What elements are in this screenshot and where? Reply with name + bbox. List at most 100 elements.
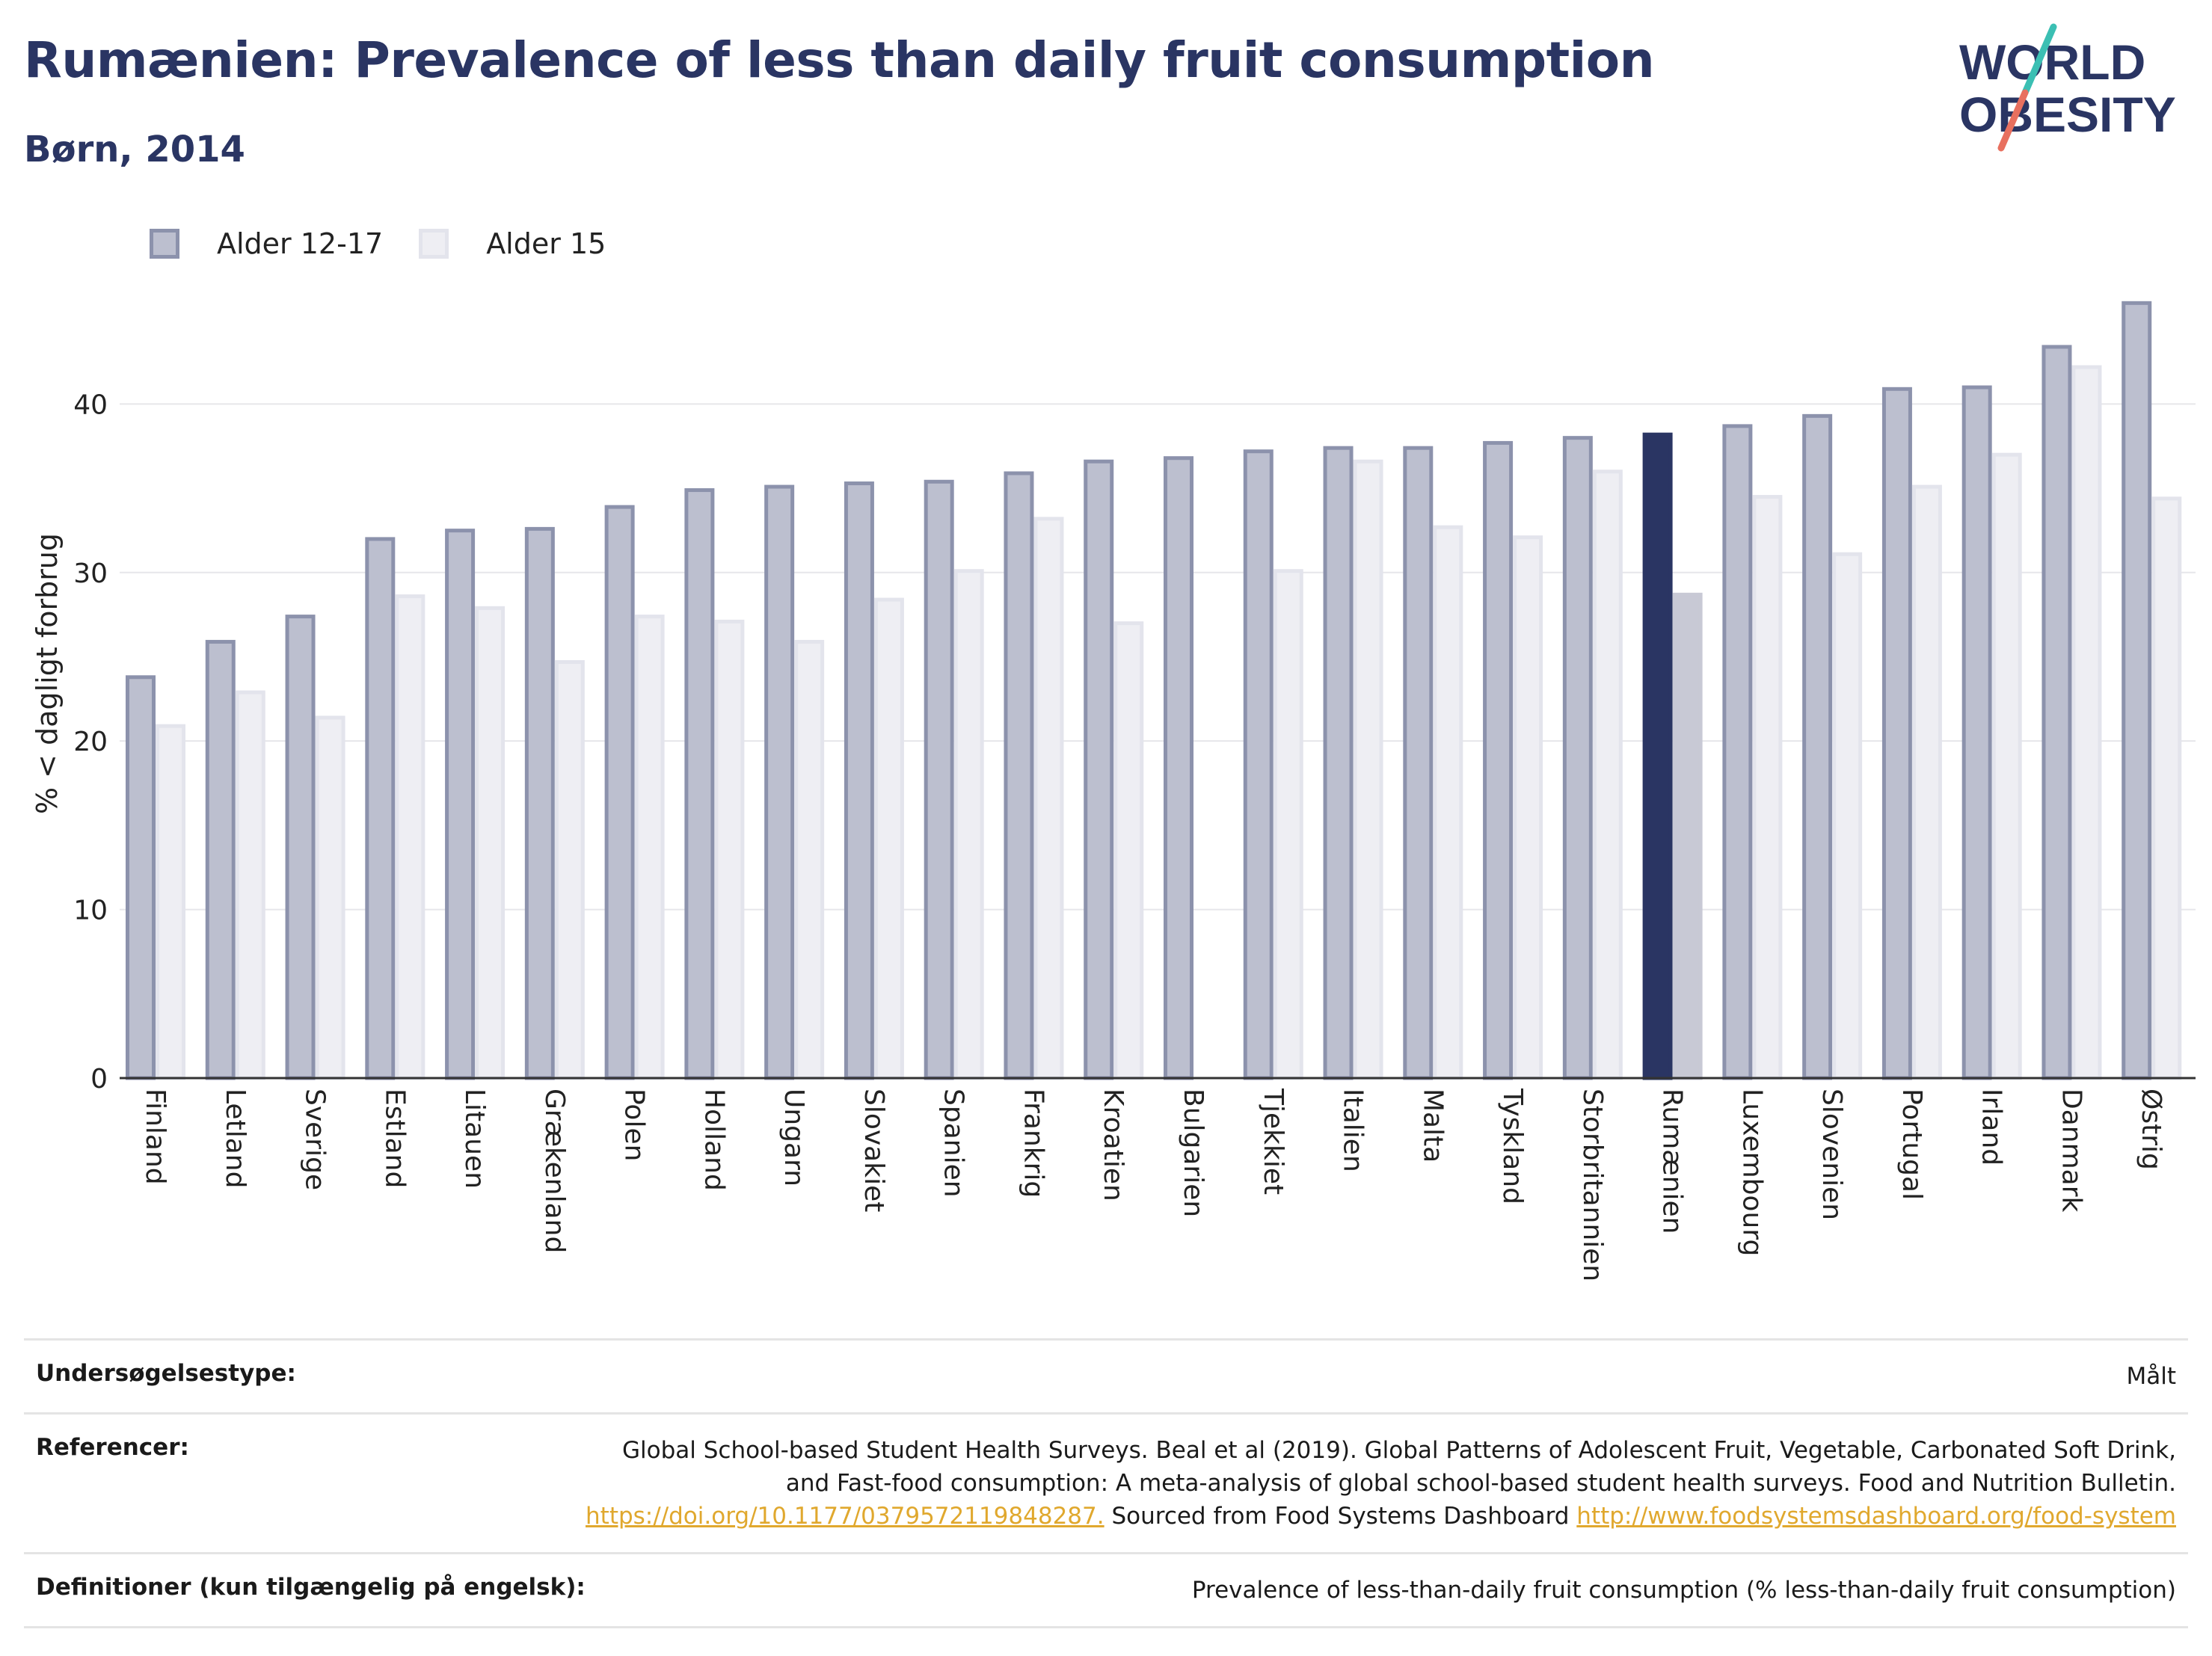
doi-link[interactable]: https://doi.org/10.1177/0379572119848287… — [586, 1503, 1105, 1530]
bar-alder-12-17 — [764, 484, 795, 1080]
y-tick-label: 10 — [73, 896, 108, 926]
survey-type-value: Målt — [2126, 1363, 2176, 1390]
bar-alder-12-17 — [1881, 387, 1912, 1080]
bar-alder-15 — [235, 690, 265, 1080]
x-tick-label: Bulgarien — [1178, 1089, 1208, 1217]
x-tick-label: Finland — [140, 1089, 170, 1185]
x-tick-label: Holland — [698, 1089, 729, 1191]
x-tick-label: Luxembourg — [1736, 1089, 1767, 1256]
x-tick-label: Slovakiet — [858, 1089, 889, 1212]
x-tick-label: Italien — [1338, 1089, 1368, 1172]
bar-alder-15 — [554, 659, 585, 1080]
bar-alder-12-17 — [1164, 456, 1193, 1080]
food-systems-link[interactable]: http://www.foodsystemsdashboard.org/food… — [1576, 1503, 2176, 1530]
bar-alder-12-17 — [1084, 459, 1114, 1080]
references-text-line1: Global School-based Student Health Surve… — [622, 1437, 2176, 1465]
bar-alder-15 — [2071, 365, 2102, 1080]
legend-item-series-2[interactable]: Alder 15 — [419, 227, 606, 260]
legend-item-series-1[interactable]: Alder 12-17 — [150, 227, 383, 260]
logo-stroke-coral — [1997, 89, 2029, 152]
bar-alder-12-17 — [445, 529, 476, 1080]
x-tick-label: Kroatien — [1098, 1089, 1128, 1201]
bar-alder-15 — [395, 594, 425, 1080]
bar-alder-15 — [475, 606, 506, 1080]
bar-alder-15 — [1991, 452, 2022, 1080]
bar-alder-15 — [794, 639, 825, 1080]
bar-chart: 0 10 20 30 40 % < dagligt forbrug Finland Letla… — [31, 301, 2196, 1281]
bar-alder-12-17 — [684, 488, 715, 1080]
bar-alder-12-17 — [126, 675, 156, 1080]
y-axis-title: % < dagligt forbrug — [31, 533, 64, 814]
bar-alder-12-17 — [924, 479, 954, 1080]
y-tick-label: 30 — [73, 558, 108, 589]
logo-text-obesity: OBESITY — [1959, 87, 2176, 142]
survey-type-label: Undersøgelsestype: — [36, 1360, 296, 1387]
bar-alder-15 — [634, 615, 665, 1080]
x-tick-label: Frankrig — [1018, 1089, 1048, 1198]
y-tick-label: 0 — [90, 1064, 108, 1095]
bar-alder-12-17 — [2122, 301, 2152, 1080]
x-tick-label: Polen — [619, 1089, 650, 1161]
bar-alder-12-17 — [1802, 413, 1833, 1080]
bar-alder-15 — [1911, 484, 1942, 1080]
x-tick-label: Danmark — [2056, 1089, 2086, 1213]
definitions-value: Prevalence of less-than-daily fruit cons… — [1191, 1577, 2176, 1604]
x-tick-label: Østrig — [2136, 1089, 2166, 1170]
references-text-line2: and Fast-food consumption: A meta-analys… — [785, 1470, 2176, 1498]
bar-alder-12-17 — [1642, 432, 1673, 1080]
x-tick-label: Irland — [1976, 1089, 2007, 1166]
bar-alder-12-17 — [844, 481, 874, 1080]
x-tick-label: Litauen — [459, 1089, 490, 1189]
bar-alder-15 — [1033, 517, 1064, 1080]
bar-alder-12-17 — [1722, 424, 1753, 1080]
bar-alder-12-17 — [1483, 440, 1514, 1080]
references-value: Global School-based Student Health Surve… — [586, 1434, 2176, 1533]
page-title: Rumænien: Prevalence of less than daily … — [24, 31, 1655, 89]
bar-alder-12-17 — [365, 537, 396, 1080]
bar-alder-15 — [873, 597, 904, 1080]
bar-alder-15 — [1513, 535, 1543, 1080]
y-tick-label: 20 — [73, 727, 108, 757]
x-tick-label: Storbritannien — [1577, 1089, 1608, 1281]
logo-text-world: WORLD — [1959, 34, 2145, 90]
bar-alder-15 — [953, 569, 984, 1080]
bar-alder-12-17 — [604, 505, 635, 1080]
bar-alder-15 — [714, 619, 745, 1080]
x-tick-label: Malta — [1417, 1089, 1448, 1163]
bar-alder-12-17 — [524, 526, 555, 1080]
bar-alder-12-17 — [1403, 446, 1434, 1080]
bar-alder-12-17 — [1243, 449, 1274, 1080]
definitions-label: Definitioner (kun tilgængelig på engelsk… — [36, 1574, 586, 1601]
bar-alder-15 — [1433, 525, 1463, 1080]
info-row-survey-type: Undersøgelsestype: Målt — [24, 1338, 2188, 1412]
legend-label-series-2: Alder 15 — [486, 227, 606, 260]
bar-alder-12-17 — [1961, 385, 1992, 1080]
bar-alder-12-17 — [2042, 345, 2072, 1080]
chart-legend: Alder 12-17 Alder 15 — [150, 221, 642, 266]
bar-alder-15 — [1672, 592, 1703, 1080]
legend-swatch-series-1 — [150, 229, 179, 259]
x-tick-label: Tjekkiet — [1258, 1088, 1288, 1195]
bar-alder-15 — [1353, 459, 1383, 1080]
x-tick-label: Sverige — [300, 1089, 331, 1190]
bar-alder-15 — [1752, 495, 1783, 1080]
bar-alder-12-17 — [1562, 436, 1593, 1080]
x-tick-label: Letland — [220, 1089, 251, 1188]
bar-alder-15 — [156, 724, 185, 1080]
x-tick-label: Estland — [379, 1089, 410, 1188]
references-sourced-text: Sourced from Food Systems Dashboard — [1104, 1503, 1577, 1530]
bar-alder-15 — [1273, 569, 1303, 1080]
y-tick-label: 40 — [73, 390, 108, 420]
x-tick-label: Spanien — [938, 1089, 969, 1198]
bar-alder-12-17 — [1323, 446, 1354, 1080]
bar-alder-12-17 — [1004, 471, 1034, 1080]
bar-alder-12-17 — [285, 615, 316, 1080]
logo-stroke-teal — [2021, 23, 2057, 96]
x-tick-label: Slovenien — [1816, 1089, 1847, 1220]
x-tick-label: Tyskland — [1497, 1088, 1528, 1204]
world-obesity-logo: WORLD OBESITY — [1959, 23, 2176, 152]
info-table: Undersøgelsestype: Målt Referencer: Glob… — [24, 1338, 2188, 1629]
legend-swatch-series-2 — [419, 229, 449, 259]
info-row-references: Referencer: Global School-based Student … — [24, 1412, 2188, 1552]
page-subtitle: Børn, 2014 — [24, 129, 245, 170]
